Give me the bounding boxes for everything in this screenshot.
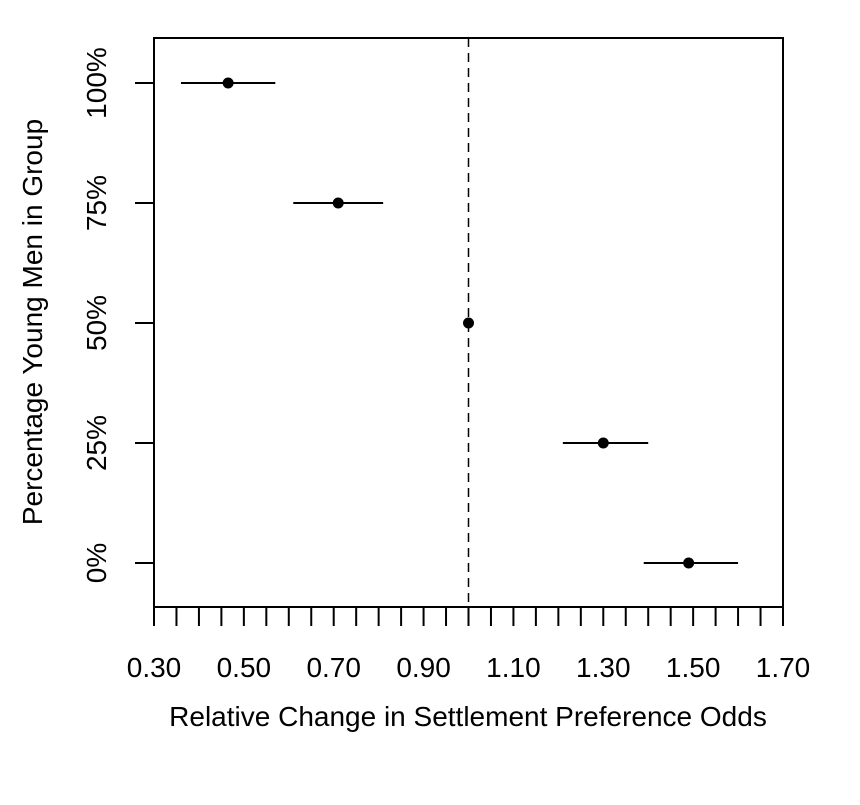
x-tick-label: 0.50 [217,652,272,683]
y-tick-label: 75% [81,175,112,231]
y-axis-ticks: 0% 25% 50% 75% 100% [81,47,154,583]
point-estimate [597,437,609,449]
y-tick-label: 0% [81,543,112,583]
point-estimate [463,317,474,329]
y-axis-title: Percentage Young Men in Group [17,119,48,525]
x-tick-label: 1.70 [756,652,811,683]
data-points-layer [180,77,739,569]
x-tick-label: 1.30 [576,652,631,683]
x-tick-label: 0.30 [127,652,182,683]
y-tick-label: 50% [81,295,112,351]
x-tick-label: 1.50 [666,652,721,683]
x-axis-title: Relative Change in Settlement Preference… [169,701,767,732]
x-axis-ticks: 0.30 0.50 0.70 0.90 1.10 1.30 1.50 1.70 [127,607,811,683]
x-tick-label: 0.70 [306,652,361,683]
point-estimate [332,197,344,209]
y-tick-label: 25% [81,415,112,471]
x-tick-label: 0.90 [396,652,451,683]
y-tick-label: 100% [81,47,112,119]
x-tick-label: 1.10 [486,652,541,683]
point-estimate [683,557,695,569]
point-estimate [222,77,234,89]
